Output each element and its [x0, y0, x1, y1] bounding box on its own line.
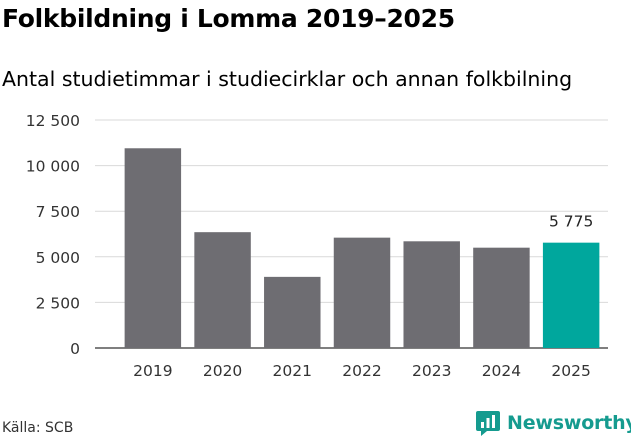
- y-tick-label: 12 500: [26, 112, 80, 130]
- y-axis-ticks: 0 2 500 5 000 7 500 10 000 12 500: [26, 112, 80, 358]
- x-tick-label: 2020: [203, 362, 242, 380]
- y-tick-label: 7 500: [36, 203, 80, 221]
- chart-subtitle: Antal studietimmar i studiecirklar och a…: [2, 67, 573, 91]
- chart-title: Folkbildning i Lomma 2019–2025: [2, 4, 455, 33]
- brand-name: Newsworthy: [507, 412, 631, 434]
- newsworthy-logo-icon: [476, 411, 500, 436]
- newsworthy-logo[interactable]: Newsworthy: [475, 408, 631, 438]
- x-tick-label: 2024: [482, 362, 521, 380]
- x-tick-label: 2025: [551, 362, 590, 380]
- x-tick-label: 2021: [273, 362, 312, 380]
- bar-2024: [473, 247, 530, 348]
- x-tick-label: 2019: [133, 362, 172, 380]
- bar-2021: [264, 276, 321, 348]
- x-tick-label: 2022: [342, 362, 381, 380]
- data-labels: 5 775: [549, 213, 593, 231]
- y-tick-label: 5 000: [36, 249, 80, 267]
- bars: [124, 148, 600, 348]
- source-note: Källa: SCB: [2, 420, 74, 436]
- x-axis-ticks: 2019 2020 2021 2022 2023 2024 2025: [133, 362, 591, 380]
- y-tick-label: 2 500: [36, 294, 80, 312]
- x-tick-label: 2023: [412, 362, 451, 380]
- y-tick-label: 10 000: [26, 158, 80, 176]
- bar-chart: 0 2 500 5 000 7 500 10 000 12 500 2019 2020 202…: [26, 112, 608, 380]
- y-tick-label: 0: [70, 340, 80, 358]
- bar-2019: [124, 148, 182, 348]
- data-label: 5 775: [549, 213, 593, 231]
- bar-2025: [542, 242, 600, 348]
- bar-2020: [194, 232, 251, 348]
- bar-2023: [403, 241, 460, 348]
- bar-2022: [333, 237, 391, 348]
